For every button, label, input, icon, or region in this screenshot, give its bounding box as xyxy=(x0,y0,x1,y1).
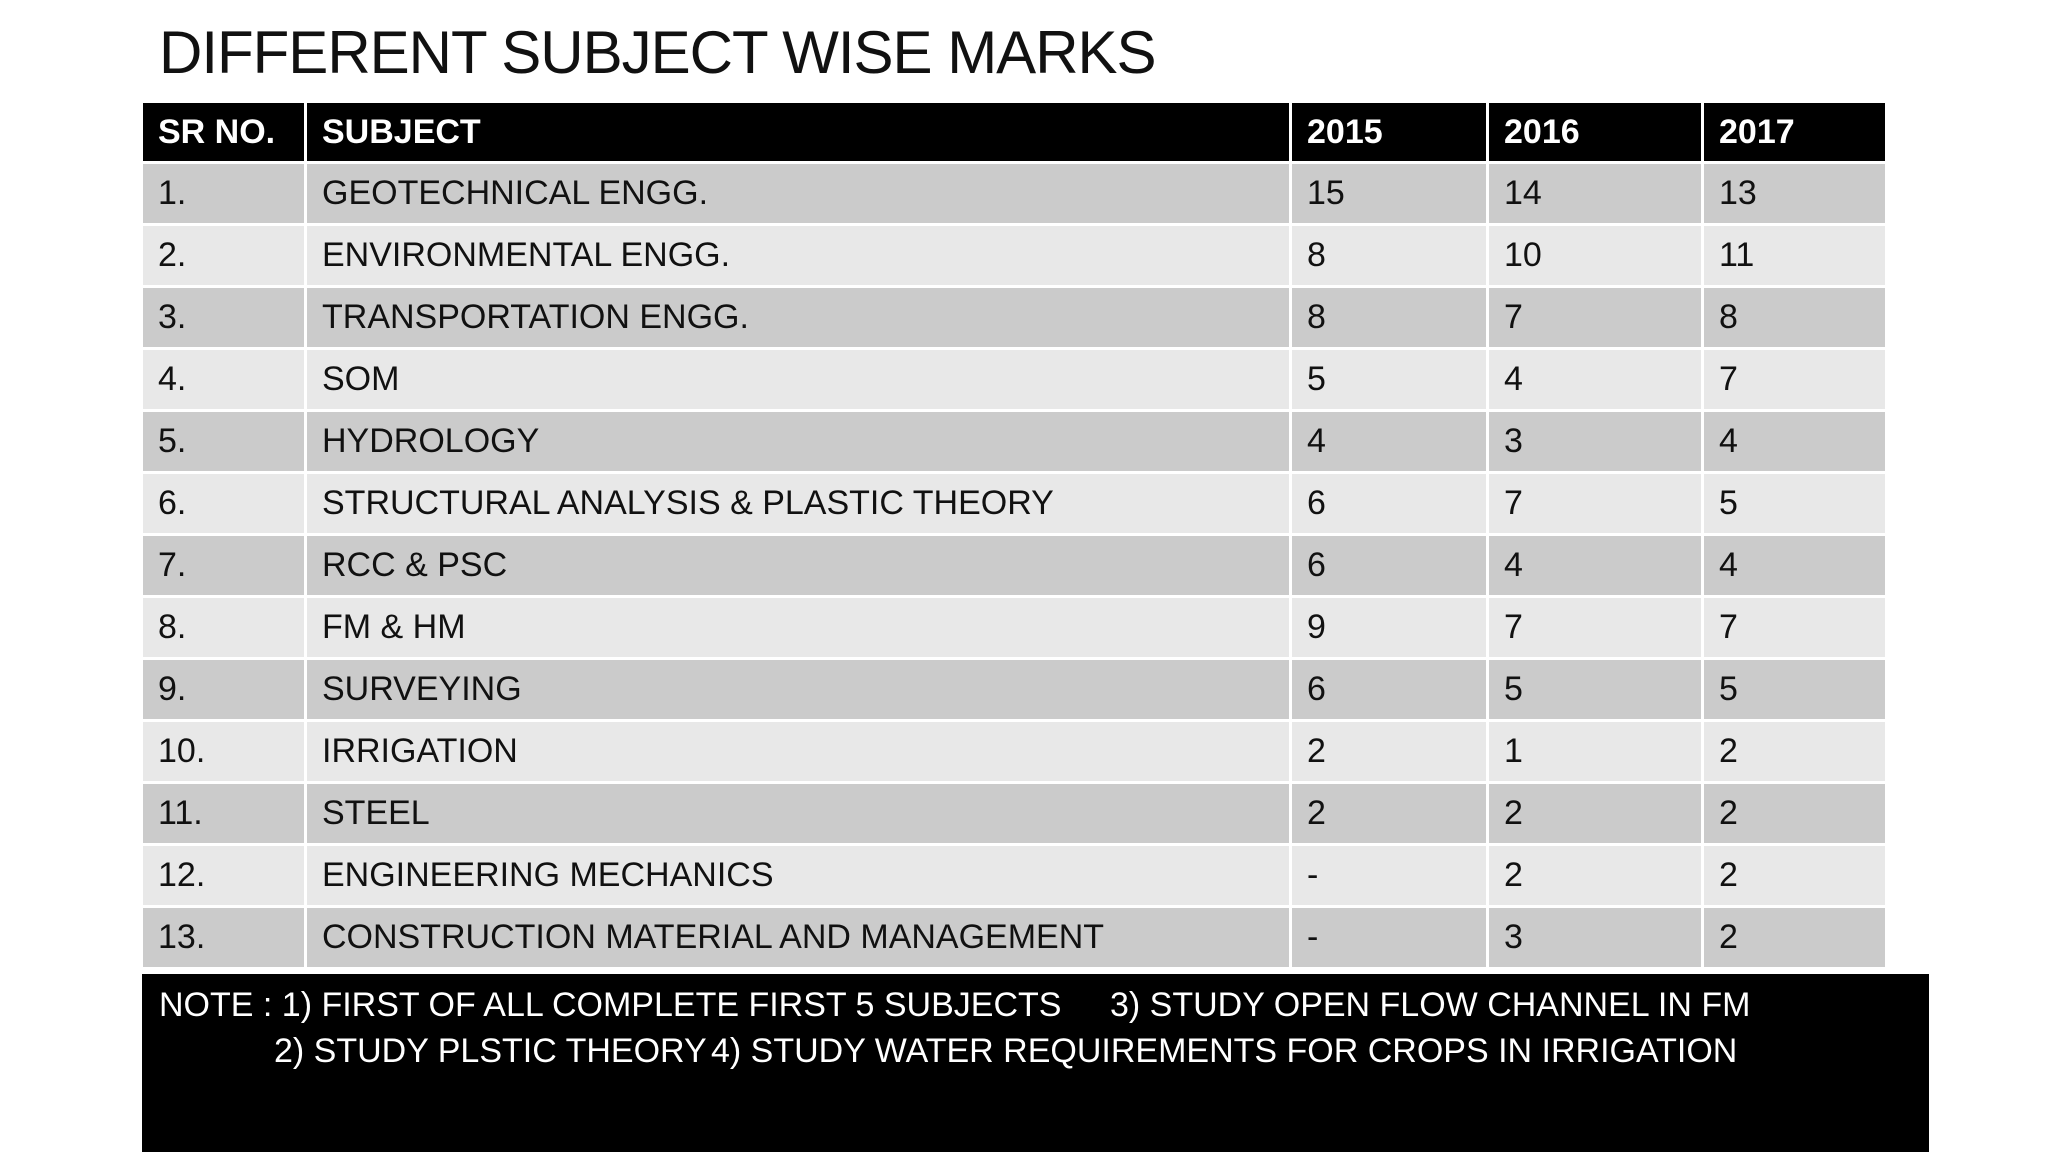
table-cell: 13. xyxy=(143,908,304,967)
table-cell: 7 xyxy=(1489,474,1701,533)
table-cell: 9 xyxy=(1292,598,1486,657)
table-cell: STEEL xyxy=(307,784,1289,843)
table-cell: 2. xyxy=(143,226,304,285)
table-cell: 3 xyxy=(1489,412,1701,471)
table-cell: 2 xyxy=(1292,784,1486,843)
table-cell: 5. xyxy=(143,412,304,471)
table-cell: - xyxy=(1292,908,1486,967)
table-cell: 10. xyxy=(143,722,304,781)
table-cell: 12. xyxy=(143,846,304,905)
table-cell: 5 xyxy=(1489,660,1701,719)
table-cell: SURVEYING xyxy=(307,660,1289,719)
table-cell: 11 xyxy=(1704,226,1885,285)
table-cell: 6 xyxy=(1292,474,1486,533)
table-cell: 7 xyxy=(1704,350,1885,409)
table-cell: 8. xyxy=(143,598,304,657)
header-cell: 2015 xyxy=(1292,103,1486,161)
table-cell: 5 xyxy=(1704,660,1885,719)
header-cell: 2017 xyxy=(1704,103,1885,161)
table-cell: 2 xyxy=(1704,846,1885,905)
table-cell: 6 xyxy=(1292,536,1486,595)
table-cell: ENGINEERING MECHANICS xyxy=(307,846,1289,905)
table-cell: 11. xyxy=(143,784,304,843)
table-cell: 7 xyxy=(1704,598,1885,657)
header-cell: SR NO. xyxy=(143,103,304,161)
table-cell: 2 xyxy=(1489,846,1701,905)
table-cell: HYDROLOGY xyxy=(307,412,1289,471)
table-cell: 4 xyxy=(1704,536,1885,595)
table-cell: GEOTECHNICAL ENGG. xyxy=(307,164,1289,223)
table-cell: 13 xyxy=(1704,164,1885,223)
table-cell: 7 xyxy=(1489,288,1701,347)
table-cell: 5 xyxy=(1292,350,1486,409)
table-cell: 1 xyxy=(1489,722,1701,781)
table-cell: 9. xyxy=(143,660,304,719)
table-cell: TRANSPORTATION ENGG. xyxy=(307,288,1289,347)
table-cell: 15 xyxy=(1292,164,1486,223)
note-text: 2) STUDY PLSTIC THEORY xyxy=(274,1032,707,1070)
table-cell: 1. xyxy=(143,164,304,223)
header-cell: SUBJECT xyxy=(307,103,1289,161)
header-cell: 2016 xyxy=(1489,103,1701,161)
note-text: 3) STUDY OPEN FLOW CHANNEL IN FM xyxy=(1110,986,1751,1024)
table-cell: 7. xyxy=(143,536,304,595)
table-cell: STRUCTURAL ANALYSIS & PLASTIC THEORY xyxy=(307,474,1289,533)
table-cell: 4 xyxy=(1489,350,1701,409)
table-cell: 14 xyxy=(1489,164,1701,223)
table-cell: 4 xyxy=(1489,536,1701,595)
table-cell: CONSTRUCTION MATERIAL AND MANAGEMENT xyxy=(307,908,1289,967)
table-cell: 3. xyxy=(143,288,304,347)
table-cell: 4 xyxy=(1704,412,1885,471)
table-cell: 5 xyxy=(1704,474,1885,533)
table-cell: IRRIGATION xyxy=(307,722,1289,781)
table-cell: 2 xyxy=(1292,722,1486,781)
table-cell: 7 xyxy=(1489,598,1701,657)
table-cell: 3 xyxy=(1489,908,1701,967)
note-box: NOTE : 1) FIRST OF ALL COMPLETE FIRST 5 … xyxy=(142,974,1929,1152)
table-cell: FM & HM xyxy=(307,598,1289,657)
table-cell: 10 xyxy=(1489,226,1701,285)
table-cell: 4 xyxy=(1292,412,1486,471)
note-text: 4) STUDY WATER REQUIREMENTS FOR CROPS IN… xyxy=(711,1032,1738,1070)
table-cell: ENVIRONMENTAL ENGG. xyxy=(307,226,1289,285)
table-cell: 6. xyxy=(143,474,304,533)
table-cell: 2 xyxy=(1489,784,1701,843)
table-cell: 2 xyxy=(1704,908,1885,967)
table-cell: - xyxy=(1292,846,1486,905)
table-cell: 4. xyxy=(143,350,304,409)
page-title: DIFFERENT SUBJECT WISE MARKS xyxy=(159,19,1157,86)
table-cell: 2 xyxy=(1704,784,1885,843)
table-cell: 8 xyxy=(1704,288,1885,347)
table-cell: SOM xyxy=(307,350,1289,409)
note-text: NOTE : 1) FIRST OF ALL COMPLETE FIRST 5 … xyxy=(159,986,1062,1024)
table-cell: 6 xyxy=(1292,660,1486,719)
table-cell: RCC & PSC xyxy=(307,536,1289,595)
table-cell: 8 xyxy=(1292,226,1486,285)
table-cell: 2 xyxy=(1704,722,1885,781)
table-cell: 8 xyxy=(1292,288,1486,347)
